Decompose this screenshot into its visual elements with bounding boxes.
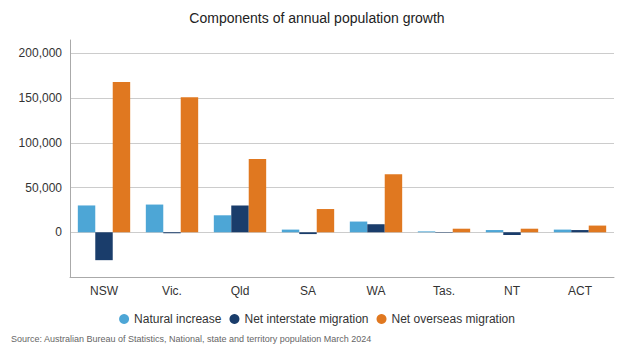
- svg-text:Source: Australian Bureau of S: Source: Australian Bureau of Statistics,…: [11, 334, 371, 344]
- svg-text:Vic.: Vic.: [162, 284, 182, 298]
- svg-text:Net overseas migration: Net overseas migration: [392, 312, 515, 326]
- svg-text:100,000: 100,000: [19, 136, 63, 150]
- svg-text:NT: NT: [504, 284, 521, 298]
- svg-text:ACT: ACT: [568, 284, 593, 298]
- svg-text:0: 0: [55, 225, 62, 239]
- svg-text:150,000: 150,000: [19, 91, 63, 105]
- svg-text:Natural increase: Natural increase: [134, 312, 222, 326]
- svg-text:Tas.: Tas.: [433, 284, 455, 298]
- svg-text:Components of annual populatio: Components of annual population growth: [189, 10, 444, 26]
- svg-text:Qld: Qld: [231, 284, 250, 298]
- svg-text:NSW: NSW: [90, 284, 119, 298]
- svg-text:WA: WA: [367, 284, 386, 298]
- svg-text:50,000: 50,000: [25, 181, 62, 195]
- svg-text:200,000: 200,000: [19, 46, 63, 60]
- svg-text:Net interstate migration: Net interstate migration: [244, 312, 368, 326]
- svg-text:SA: SA: [300, 284, 316, 298]
